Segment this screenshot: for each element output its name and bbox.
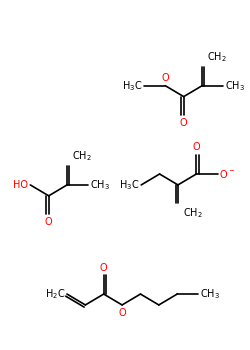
Text: O: O <box>100 262 108 273</box>
Text: O$^-$: O$^-$ <box>220 168 236 180</box>
Text: O: O <box>180 118 188 128</box>
Text: O: O <box>45 217 52 228</box>
Text: CH$_2$: CH$_2$ <box>183 206 203 220</box>
Text: O: O <box>118 308 126 318</box>
Text: O: O <box>162 73 169 83</box>
Text: CH$_2$: CH$_2$ <box>72 149 92 163</box>
Text: CH$_3$: CH$_3$ <box>90 178 110 192</box>
Text: HO: HO <box>14 180 28 190</box>
Text: H$_2$C: H$_2$C <box>45 287 65 301</box>
Text: H$_3$C: H$_3$C <box>122 79 142 93</box>
Text: CH$_3$: CH$_3$ <box>225 79 245 93</box>
Text: CH$_2$: CH$_2$ <box>207 50 227 64</box>
Text: CH$_3$: CH$_3$ <box>200 287 220 301</box>
Text: O: O <box>192 142 200 153</box>
Text: H$_3$C: H$_3$C <box>119 178 139 192</box>
